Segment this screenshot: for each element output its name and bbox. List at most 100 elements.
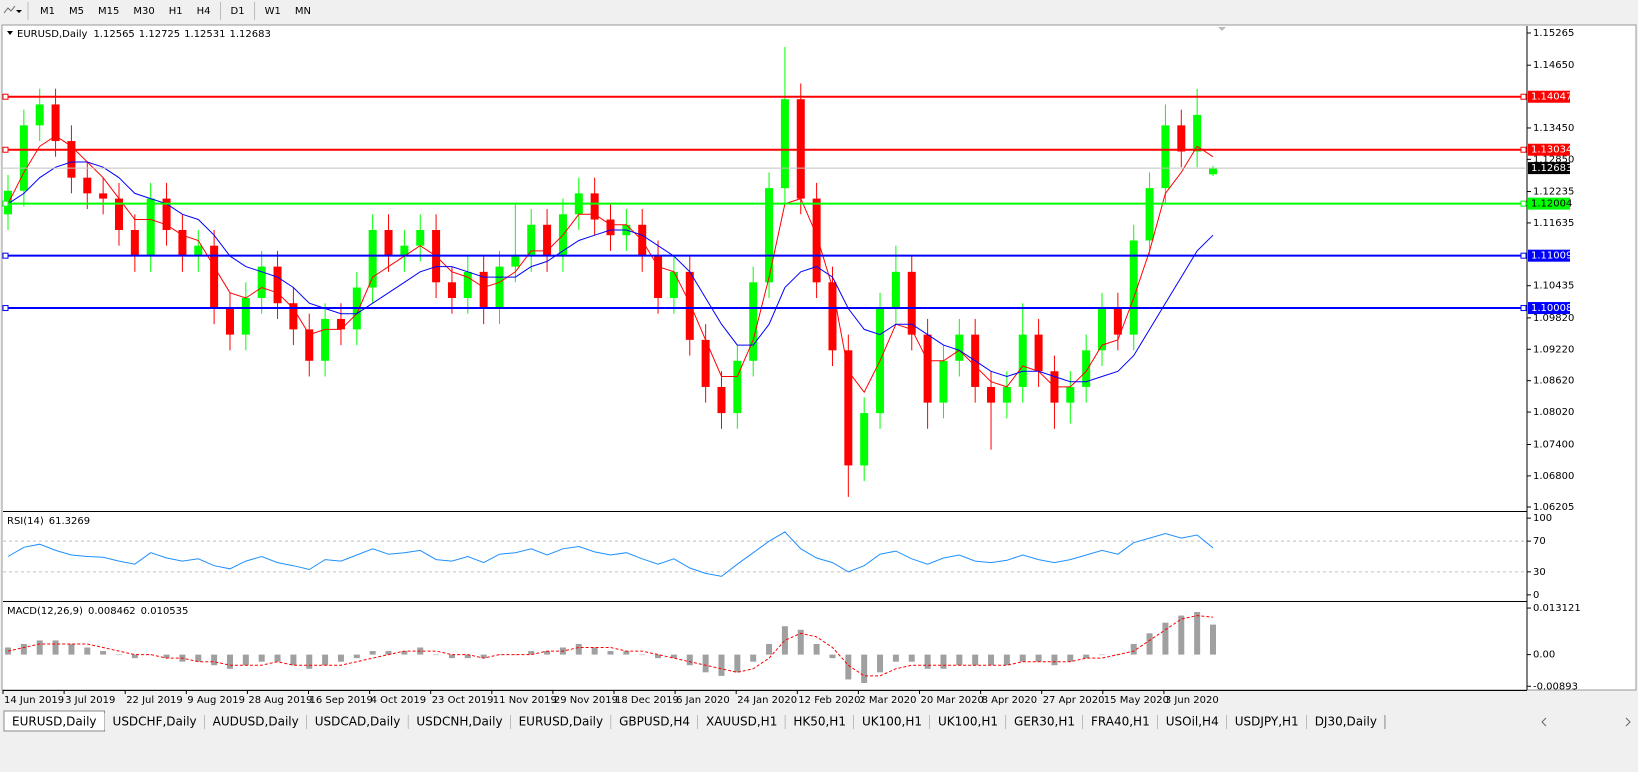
candle-body xyxy=(416,229,425,246)
tab-bg xyxy=(1306,713,1385,730)
chart-tab[interactable]: EURUSD,Daily xyxy=(519,715,604,729)
macd-bar xyxy=(845,654,852,680)
chart-tab[interactable]: GER30,H1 xyxy=(1014,715,1075,729)
candle-body xyxy=(511,256,520,267)
y-tick-label: 1.13450 xyxy=(1533,123,1574,134)
timeframe-button[interactable]: MN xyxy=(295,6,311,17)
macd-bar xyxy=(290,654,297,666)
chart-tab[interactable]: DJ30,Daily xyxy=(1315,715,1377,729)
level-label-bg xyxy=(1528,143,1570,156)
candle-body xyxy=(907,271,916,335)
chart-tab[interactable]: GBPUSD,H4 xyxy=(619,715,690,729)
candle-body xyxy=(130,229,139,257)
level-anchor xyxy=(2,200,9,207)
macd-value: 0.010535 xyxy=(141,606,189,617)
y-tick-label: 0 xyxy=(1533,590,1539,601)
x-tick-label: 18 Dec 2019 xyxy=(615,695,679,706)
macd-bar xyxy=(258,654,265,662)
x-tick-label: 22 Jul 2019 xyxy=(126,695,183,706)
chart-tab[interactable]: XAUUSD,H1 xyxy=(706,715,777,729)
tab-scroll-left[interactable] xyxy=(1541,717,1547,727)
candle-body xyxy=(273,266,282,304)
timeframe-button[interactable]: M5 xyxy=(69,6,84,17)
macd-bar xyxy=(369,651,376,655)
macd-bar xyxy=(1051,654,1058,666)
x-tick-label: 8 Apr 2020 xyxy=(982,695,1037,706)
tab-bg xyxy=(104,713,205,730)
candle-body xyxy=(67,141,76,178)
chart-tab[interactable]: USDJPY,H1 xyxy=(1235,715,1299,729)
y-tick-label: 1.10435 xyxy=(1533,281,1574,292)
macd-bar xyxy=(1130,643,1137,655)
timeframe-button[interactable]: D1 xyxy=(231,6,245,17)
candle-body xyxy=(400,245,409,257)
macd-bar xyxy=(512,654,519,656)
level-label: 1.14047 xyxy=(1531,92,1572,103)
macd-bar xyxy=(908,654,915,662)
timeframe-button[interactable]: H1 xyxy=(169,6,183,17)
candle-body xyxy=(1066,386,1075,403)
candle-body xyxy=(194,245,203,257)
tab-bg xyxy=(1157,713,1227,730)
chart-tab[interactable]: USOil,H4 xyxy=(1166,715,1219,729)
macd-bar xyxy=(1019,654,1026,662)
macd-value: 0.008462 xyxy=(88,606,136,617)
chart-tab[interactable]: HK50,H1 xyxy=(793,715,846,729)
candle-body xyxy=(923,334,932,403)
dropdown-arrow[interactable] xyxy=(16,10,22,13)
macd-bar xyxy=(575,643,582,655)
tab-bg xyxy=(1006,713,1083,730)
chart-tab[interactable]: EURUSD,Daily xyxy=(12,715,97,729)
macd-bar xyxy=(496,654,503,656)
candle-body xyxy=(765,188,774,283)
y-tick-label: 1.09820 xyxy=(1533,313,1574,324)
tab-bg xyxy=(306,713,409,730)
chart-tab[interactable]: FRA40,H1 xyxy=(1091,715,1150,729)
chart-window xyxy=(1,24,1637,691)
macd-bar xyxy=(702,654,709,673)
candle-body xyxy=(733,360,742,414)
timeframe-button[interactable]: M30 xyxy=(133,6,154,17)
chart-tab[interactable]: USDCNH,Daily xyxy=(416,715,502,729)
shift-marker xyxy=(1218,27,1226,31)
rsi-line xyxy=(7,531,1214,577)
current-price-bg xyxy=(1528,162,1570,175)
chart-tab[interactable]: USDCAD,Daily xyxy=(315,715,401,729)
macd-bar xyxy=(433,654,440,656)
macd-bar xyxy=(1067,654,1074,662)
tab-bg xyxy=(930,713,1007,730)
tab-scroll-right[interactable] xyxy=(1625,717,1631,727)
macd-bar xyxy=(306,654,313,669)
timeframe-button[interactable]: H4 xyxy=(197,6,211,17)
macd-bar xyxy=(1194,612,1201,655)
x-tick-label: 3 Jul 2019 xyxy=(65,695,115,706)
macd-bar xyxy=(211,654,218,666)
chart-tab[interactable]: UK100,H1 xyxy=(938,715,998,729)
toolbar xyxy=(0,0,1638,22)
macd-bar xyxy=(591,647,598,655)
y-tick-label: 1.06800 xyxy=(1533,471,1574,482)
x-tick-label: 27 Apr 2020 xyxy=(1043,695,1105,706)
ohlc-value: 1.12565 xyxy=(93,29,134,40)
chart-tab[interactable]: AUDUSD,Daily xyxy=(213,715,299,729)
x-tick-label: 23 Oct 2019 xyxy=(432,695,494,706)
timeframe-button[interactable]: M1 xyxy=(40,6,55,17)
y-tick-label: 1.15265 xyxy=(1533,28,1574,39)
level-anchor xyxy=(1520,200,1527,207)
macd-bar xyxy=(1210,624,1216,655)
candle-body xyxy=(543,224,552,257)
timeframe-button[interactable]: M15 xyxy=(98,6,119,17)
chart-tab[interactable]: USDCHF,Daily xyxy=(113,715,197,729)
timeframe-button[interactable]: W1 xyxy=(265,6,281,17)
moving-average xyxy=(7,135,1214,394)
candle-body xyxy=(1177,125,1186,152)
candle-body xyxy=(35,104,44,126)
macd-bar xyxy=(385,651,392,655)
x-tick-label: 9 Aug 2019 xyxy=(187,695,245,706)
macd-bar xyxy=(956,654,963,666)
ohlc-value: 1.12683 xyxy=(230,29,271,40)
chart-tab[interactable]: UK100,H1 xyxy=(862,715,922,729)
level-label-bg xyxy=(1528,302,1570,315)
tool-icon[interactable] xyxy=(3,5,16,14)
